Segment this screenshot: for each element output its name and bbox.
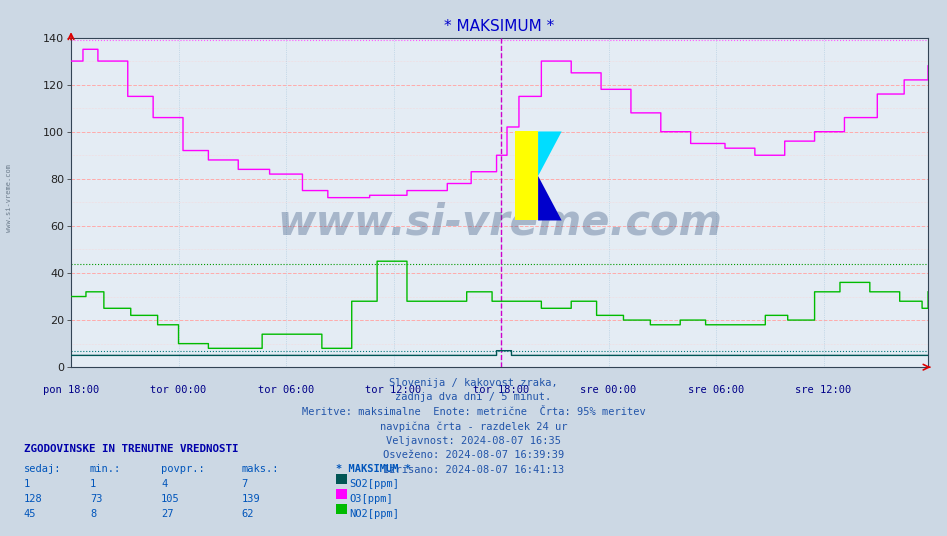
Text: 105: 105 bbox=[161, 494, 180, 504]
Text: www.si-vreme.com: www.si-vreme.com bbox=[277, 201, 722, 243]
Text: tor 12:00: tor 12:00 bbox=[366, 385, 421, 395]
Text: sedaj:: sedaj: bbox=[24, 464, 62, 474]
Text: 4: 4 bbox=[161, 479, 168, 489]
Text: 45: 45 bbox=[24, 509, 36, 519]
Polygon shape bbox=[538, 131, 562, 176]
Text: pon 18:00: pon 18:00 bbox=[43, 385, 99, 395]
Text: povpr.:: povpr.: bbox=[161, 464, 205, 474]
Text: Izrisano: 2024-08-07 16:41:13: Izrisano: 2024-08-07 16:41:13 bbox=[383, 465, 564, 475]
Text: 27: 27 bbox=[161, 509, 173, 519]
Text: 139: 139 bbox=[241, 494, 260, 504]
Text: sre 12:00: sre 12:00 bbox=[795, 385, 851, 395]
Bar bbox=[514, 131, 538, 220]
Text: 1: 1 bbox=[90, 479, 97, 489]
Text: tor 00:00: tor 00:00 bbox=[151, 385, 206, 395]
Text: Veljavnost: 2024-08-07 16:35: Veljavnost: 2024-08-07 16:35 bbox=[386, 436, 561, 446]
Text: 73: 73 bbox=[90, 494, 102, 504]
Text: Osveženo: 2024-08-07 16:39:39: Osveženo: 2024-08-07 16:39:39 bbox=[383, 450, 564, 460]
Text: 62: 62 bbox=[241, 509, 254, 519]
Text: O3[ppm]: O3[ppm] bbox=[349, 494, 393, 504]
Text: * MAKSIMUM *: * MAKSIMUM * bbox=[336, 464, 411, 474]
Text: navpična črta - razdelek 24 ur: navpična črta - razdelek 24 ur bbox=[380, 421, 567, 432]
Text: sre 06:00: sre 06:00 bbox=[688, 385, 744, 395]
Text: www.si-vreme.com: www.si-vreme.com bbox=[6, 165, 11, 232]
Text: zadnja dva dni / 5 minut.: zadnja dva dni / 5 minut. bbox=[396, 392, 551, 403]
Text: 128: 128 bbox=[24, 494, 43, 504]
Text: min.:: min.: bbox=[90, 464, 121, 474]
Text: sre 00:00: sre 00:00 bbox=[581, 385, 636, 395]
Text: tor 18:00: tor 18:00 bbox=[473, 385, 529, 395]
Text: Slovenija / kakovost zraka,: Slovenija / kakovost zraka, bbox=[389, 378, 558, 388]
Text: 8: 8 bbox=[90, 509, 97, 519]
Text: ZGODOVINSKE IN TRENUTNE VREDNOSTI: ZGODOVINSKE IN TRENUTNE VREDNOSTI bbox=[24, 444, 239, 454]
Polygon shape bbox=[538, 176, 562, 220]
Title: * MAKSIMUM *: * MAKSIMUM * bbox=[444, 19, 555, 34]
Text: maks.:: maks.: bbox=[241, 464, 279, 474]
Text: tor 06:00: tor 06:00 bbox=[258, 385, 314, 395]
Text: Meritve: maksimalne  Enote: metrične  Črta: 95% meritev: Meritve: maksimalne Enote: metrične Črta… bbox=[302, 407, 645, 417]
Text: 1: 1 bbox=[24, 479, 30, 489]
Text: 7: 7 bbox=[241, 479, 248, 489]
Text: NO2[ppm]: NO2[ppm] bbox=[349, 509, 400, 519]
Text: SO2[ppm]: SO2[ppm] bbox=[349, 479, 400, 489]
